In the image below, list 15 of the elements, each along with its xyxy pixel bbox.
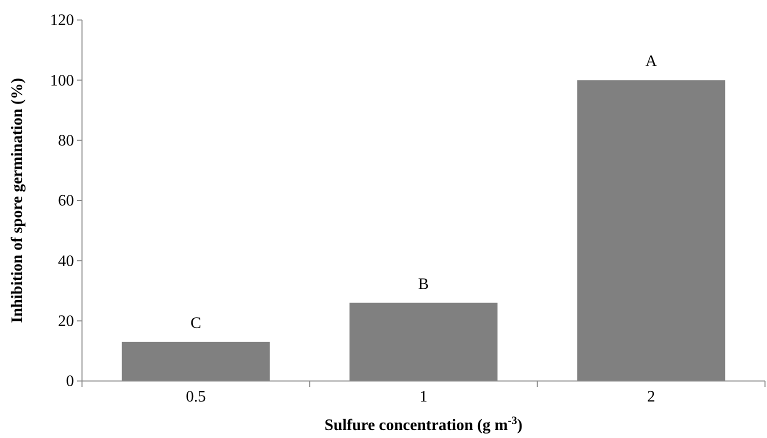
- annotation: B: [418, 276, 429, 293]
- annotation: C: [190, 314, 202, 332]
- y-tick-label: 80: [58, 132, 74, 150]
- y-tick-label: 120: [50, 12, 74, 30]
- y-axis-title: Inhibition of spore germination (%): [9, 78, 26, 324]
- y-tick-label: 100: [50, 72, 74, 90]
- y-tick-label: 40: [58, 252, 74, 270]
- y-tick-label: 0: [66, 373, 74, 390]
- x-tick-label: 0.5: [186, 388, 206, 406]
- y-tick-label: 60: [58, 192, 74, 210]
- x-tick-label: 2: [647, 388, 656, 406]
- x-axis-title: Sulfure concentration (g m$^{-3}$): [324, 415, 522, 434]
- x-tick-label: 1: [420, 388, 428, 406]
- annotation: A: [645, 53, 658, 70]
- y-tick-label: 20: [58, 312, 74, 330]
